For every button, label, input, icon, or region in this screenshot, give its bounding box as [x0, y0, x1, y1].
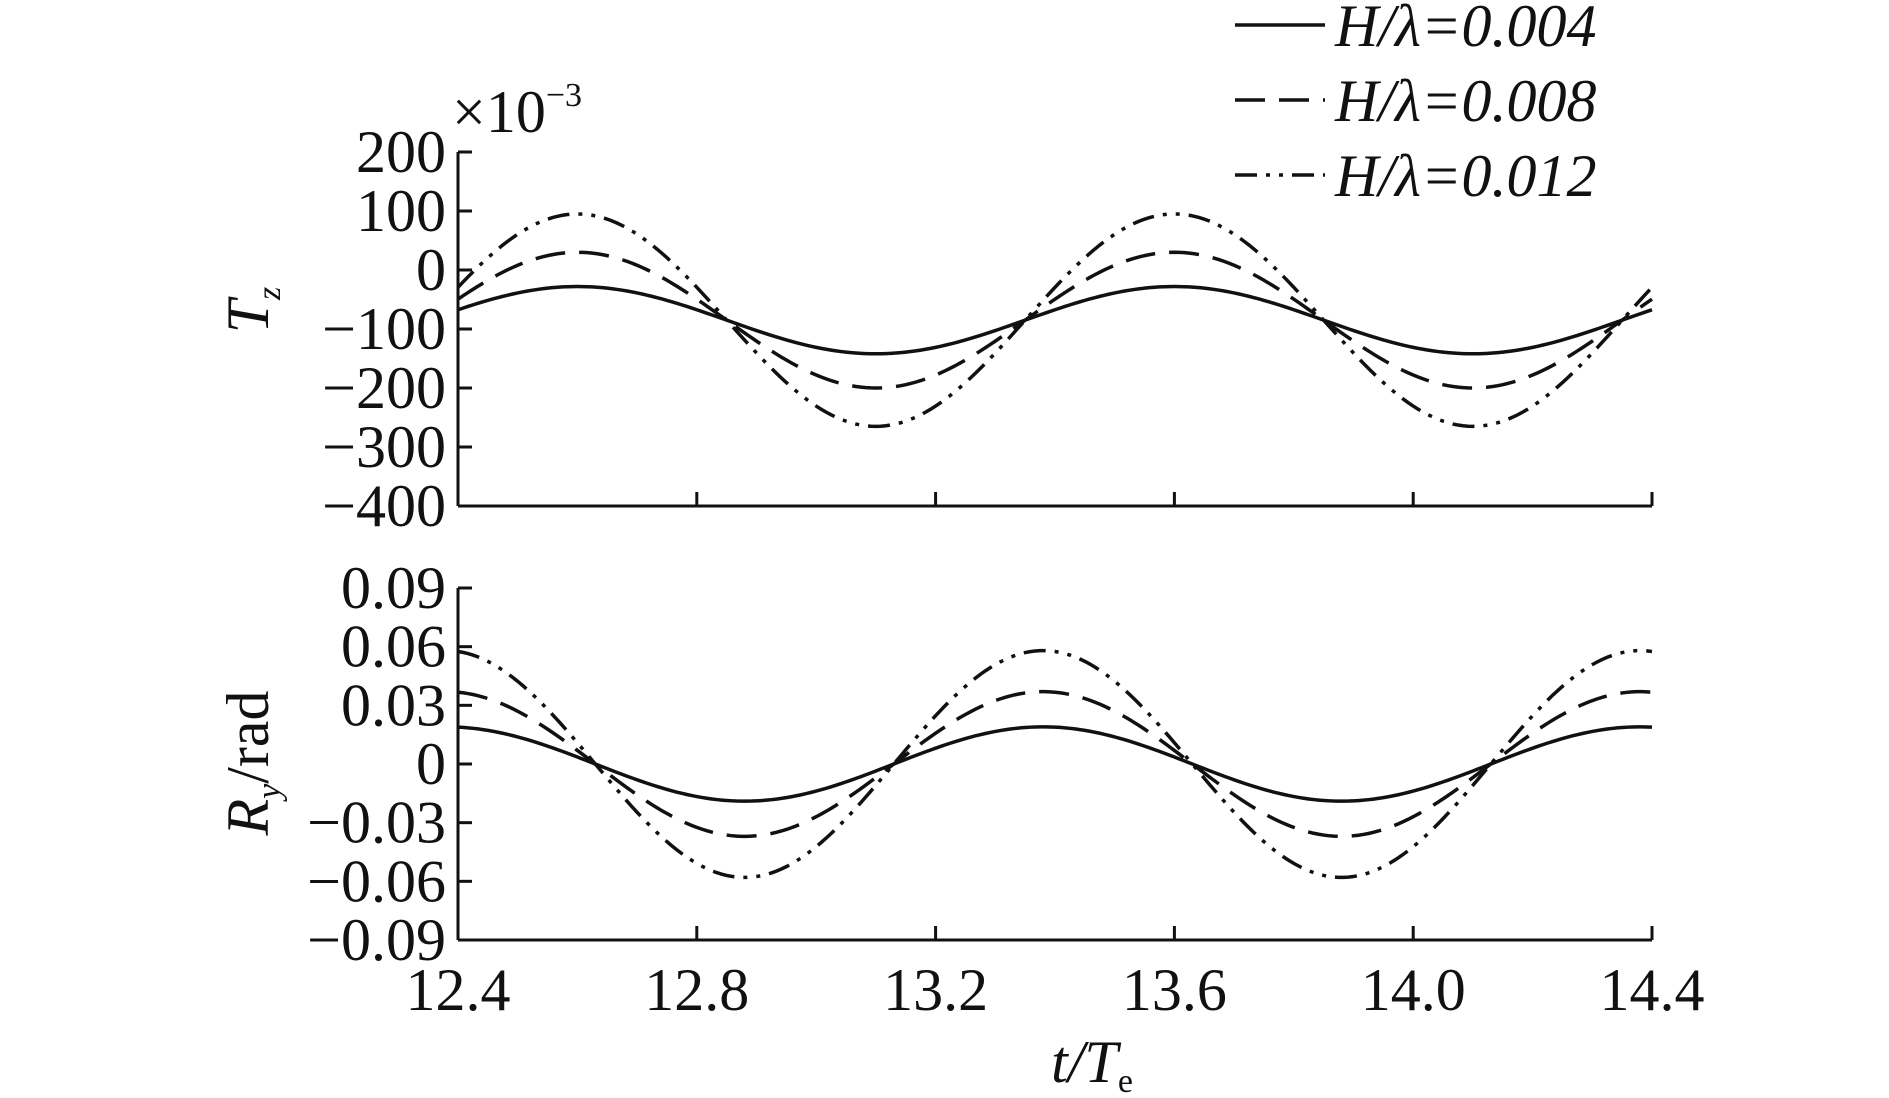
x-axis-label: t/Te — [1051, 1029, 1133, 1098]
bottom-y-tick-label: −0.06 — [307, 848, 446, 914]
top-y-tick-label: 100 — [356, 178, 446, 244]
legend-entry-1: H/λ=0.004 — [1235, 0, 1596, 59]
bottom-y-tick-label: 0.09 — [341, 555, 446, 621]
bottom-y-tick-label: 0 — [416, 731, 446, 797]
bottom-x-tick-label: 12.8 — [644, 957, 749, 1023]
bottom-x-tick-label: 13.6 — [1122, 957, 1227, 1023]
legend-label-3: H/λ=0.012 — [1334, 143, 1596, 209]
top-y-tick-label: −100 — [322, 296, 446, 362]
legend-entry-3: H/λ=0.012 — [1235, 143, 1596, 209]
bottom-y-tick-label: −0.03 — [307, 790, 446, 856]
bottom-y-tick-label: 0.06 — [341, 614, 446, 680]
bottom-y-tick-label: −0.09 — [307, 907, 446, 973]
bottom-x-tick-label: 13.2 — [883, 957, 988, 1023]
bottom-series-2 — [457, 689, 1653, 839]
top-y-tick-label: −400 — [322, 473, 446, 539]
top-y-tick-label: −300 — [322, 414, 446, 480]
top-series-2 — [457, 250, 1653, 390]
top-y-tick-label: 0 — [416, 237, 446, 303]
legend: H/λ=0.004 H/λ=0.008 H/λ=0.012 — [1235, 0, 1596, 209]
bottom-x-tick-label: 14.4 — [1600, 957, 1705, 1023]
bottom-x-tick-label: 14.0 — [1361, 957, 1466, 1023]
bottom-y-tick-label: 0.03 — [341, 672, 446, 738]
top-y-tick-label: 200 — [356, 119, 446, 185]
bottom-series-1 — [457, 725, 1653, 803]
legend-entry-2: H/λ=0.008 — [1235, 68, 1596, 134]
top-y-tick-label: −200 — [322, 355, 446, 421]
legend-label-2: H/λ=0.008 — [1334, 68, 1596, 134]
top-multiplier: ×10−3 — [452, 77, 582, 145]
legend-label-1: H/λ=0.004 — [1334, 0, 1596, 59]
top-series-3 — [456, 212, 1654, 429]
bottom-series-3 — [457, 648, 1653, 880]
top-series-1 — [457, 284, 1653, 356]
bottom-y-axis-label: Ry/rad — [215, 690, 288, 836]
top-y-axis-label: Tz — [215, 287, 288, 334]
bottom-x-tick-label: 12.4 — [406, 957, 511, 1023]
